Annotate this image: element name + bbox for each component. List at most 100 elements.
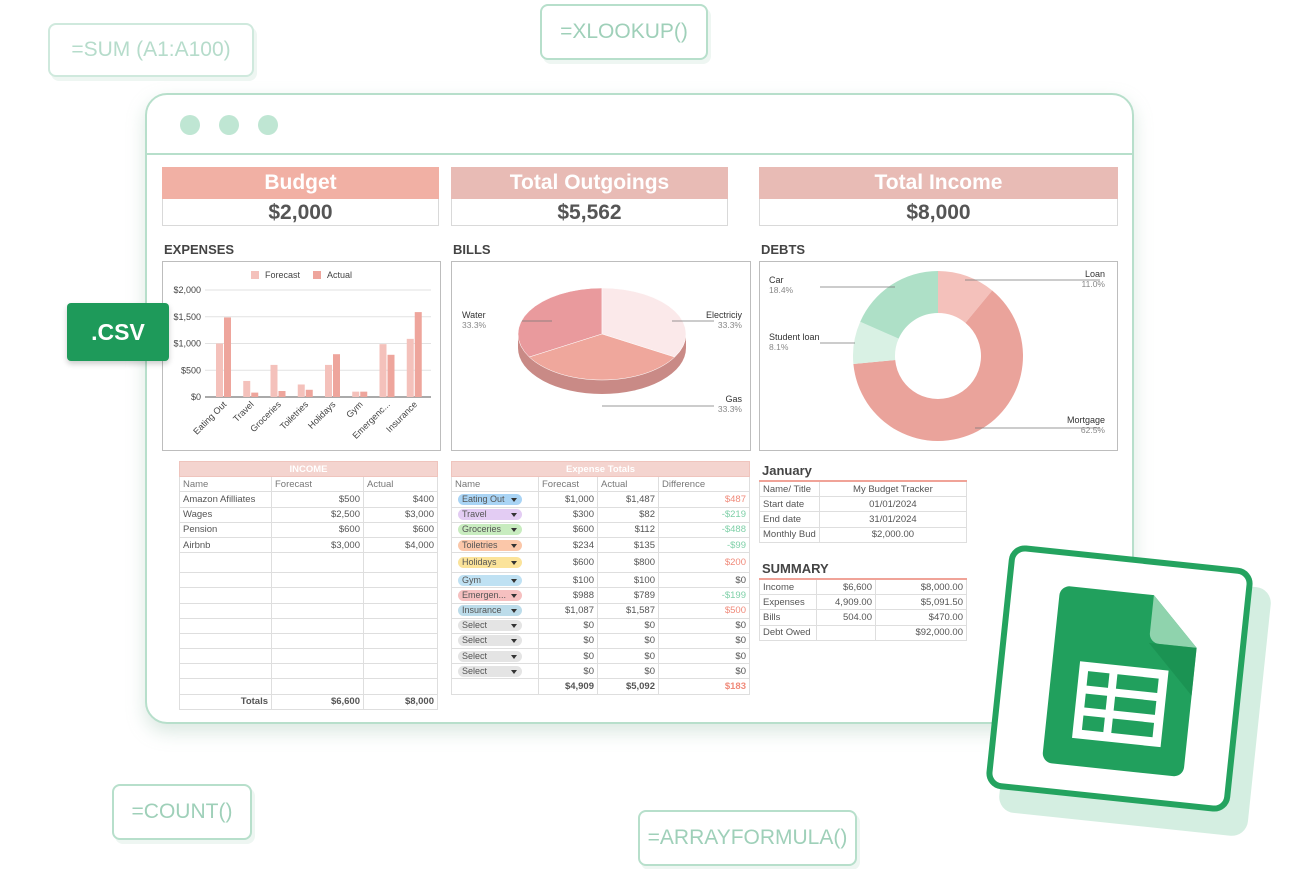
summary-cell[interactable]: Income — [759, 578, 817, 596]
expense-forecast-cell[interactable]: $600 — [538, 521, 598, 538]
income-empty-cell[interactable] — [179, 678, 272, 695]
expense-forecast-cell[interactable]: $1,000 — [538, 491, 598, 508]
expense-actual-cell[interactable]: $112 — [597, 521, 659, 538]
expense-diff-cell[interactable]: -$199 — [658, 587, 750, 604]
expense-forecast-cell[interactable]: $0 — [538, 632, 598, 650]
income-cell[interactable]: $3,000 — [363, 506, 438, 523]
category-dropdown[interactable]: Travel — [458, 509, 522, 521]
january-cell[interactable]: Name/ Title — [759, 480, 820, 498]
expense-diff-cell[interactable]: $0 — [658, 648, 750, 665]
income-cell[interactable]: $3,000 — [271, 536, 364, 554]
january-cell[interactable]: End date — [759, 511, 820, 528]
income-cell[interactable]: $4,000 — [363, 536, 438, 554]
income-empty-cell[interactable] — [363, 678, 438, 695]
income-empty-cell[interactable] — [363, 648, 438, 665]
january-cell[interactable]: $2,000.00 — [818, 526, 968, 543]
category-dropdown[interactable]: Select — [458, 635, 522, 647]
income-cell[interactable]: Amazon Afilliates — [179, 491, 272, 508]
summary-cell[interactable]: Bills — [759, 609, 817, 626]
income-empty-cell[interactable] — [271, 617, 364, 634]
category-dropdown[interactable]: Insurance — [458, 605, 522, 617]
income-empty-cell[interactable] — [179, 572, 272, 589]
expense-actual-cell[interactable]: $1,587 — [597, 602, 659, 619]
expense-actual-cell[interactable]: $1,487 — [597, 491, 659, 508]
january-cell[interactable]: Start date — [759, 496, 820, 513]
income-empty-cell[interactable] — [271, 663, 364, 680]
expense-actual-cell[interactable]: $0 — [597, 617, 659, 634]
expense-diff-cell[interactable]: $0 — [658, 632, 750, 650]
summary-cell[interactable]: $470.00 — [875, 609, 967, 626]
expense-forecast-cell[interactable]: $988 — [538, 587, 598, 604]
expense-diff-cell[interactable]: $487 — [658, 491, 750, 508]
expense-actual-cell[interactable]: $135 — [597, 536, 659, 554]
income-cell[interactable]: Airbnb — [179, 536, 272, 554]
expense-actual-cell[interactable]: $789 — [597, 587, 659, 604]
category-dropdown[interactable]: Groceries — [458, 524, 522, 536]
expense-forecast-cell[interactable]: $1,087 — [538, 602, 598, 619]
income-cell[interactable]: Pension — [179, 521, 272, 538]
january-cell[interactable]: My Budget Tracker — [818, 480, 968, 498]
expense-actual-cell[interactable]: $100 — [597, 572, 659, 589]
income-empty-cell[interactable] — [271, 587, 364, 604]
expense-diff-cell[interactable]: $0 — [658, 617, 750, 634]
summary-cell[interactable]: $92,000.00 — [875, 624, 967, 641]
income-empty-cell[interactable] — [179, 617, 272, 634]
expense-diff-cell[interactable]: -$488 — [658, 521, 750, 538]
category-dropdown[interactable]: Eating Out — [458, 493, 522, 505]
expense-forecast-cell[interactable]: $100 — [538, 572, 598, 589]
expense-diff-cell[interactable]: $500 — [658, 602, 750, 619]
summary-cell[interactable]: $6,600 — [816, 578, 876, 596]
expense-diff-cell[interactable]: $0 — [658, 572, 750, 589]
income-empty-cell[interactable] — [271, 632, 364, 650]
expense-diff-cell[interactable]: $200 — [658, 552, 750, 574]
category-dropdown[interactable]: Select — [458, 665, 522, 677]
income-empty-cell[interactable] — [179, 632, 272, 650]
category-dropdown[interactable]: Emergen... — [458, 589, 522, 601]
expense-diff-cell[interactable]: -$219 — [658, 506, 750, 523]
expense-forecast-cell[interactable]: $300 — [538, 506, 598, 523]
income-empty-cell[interactable] — [271, 572, 364, 589]
income-empty-cell[interactable] — [363, 663, 438, 680]
income-empty-cell[interactable] — [363, 552, 438, 574]
summary-cell[interactable]: 504.00 — [816, 609, 876, 626]
income-empty-cell[interactable] — [363, 617, 438, 634]
summary-cell[interactable]: Debt Owed — [759, 624, 817, 641]
window-dot-close[interactable] — [180, 115, 200, 135]
summary-cell[interactable]: 4,909.00 — [816, 594, 876, 611]
expense-actual-cell[interactable]: $0 — [597, 632, 659, 650]
expense-forecast-cell[interactable]: $600 — [538, 552, 598, 574]
income-empty-cell[interactable] — [179, 587, 272, 604]
summary-cell[interactable]: $8,000.00 — [875, 578, 967, 596]
expense-forecast-cell[interactable]: $234 — [538, 536, 598, 554]
income-empty-cell[interactable] — [271, 678, 364, 695]
january-cell[interactable]: 31/01/2024 — [818, 511, 968, 528]
summary-cell[interactable] — [816, 624, 876, 641]
window-dot-minimize[interactable] — [219, 115, 239, 135]
income-empty-cell[interactable] — [363, 572, 438, 589]
expense-forecast-cell[interactable]: $0 — [538, 648, 598, 665]
income-empty-cell[interactable] — [363, 602, 438, 619]
category-dropdown[interactable]: Holidays — [458, 557, 522, 569]
expense-diff-cell[interactable]: $0 — [658, 663, 750, 680]
expense-actual-cell[interactable]: $800 — [597, 552, 659, 574]
expense-actual-cell[interactable]: $0 — [597, 648, 659, 665]
income-empty-cell[interactable] — [179, 552, 272, 574]
january-cell[interactable]: 01/01/2024 — [818, 496, 968, 513]
income-empty-cell[interactable] — [179, 602, 272, 619]
income-cell[interactable]: Wages — [179, 506, 272, 523]
income-empty-cell[interactable] — [179, 648, 272, 665]
income-empty-cell[interactable] — [271, 602, 364, 619]
expense-forecast-cell[interactable]: $0 — [538, 617, 598, 634]
window-dot-maximize[interactable] — [258, 115, 278, 135]
category-dropdown[interactable]: Gym — [458, 574, 522, 586]
income-empty-cell[interactable] — [271, 552, 364, 574]
expense-actual-cell[interactable]: $82 — [597, 506, 659, 523]
expense-actual-cell[interactable]: $0 — [597, 663, 659, 680]
income-empty-cell[interactable] — [363, 587, 438, 604]
income-cell[interactable]: $500 — [271, 491, 364, 508]
category-dropdown[interactable]: Select — [458, 650, 522, 662]
income-cell[interactable]: $2,500 — [271, 506, 364, 523]
expense-forecast-cell[interactable]: $0 — [538, 663, 598, 680]
january-cell[interactable]: Monthly Bud — [759, 526, 820, 543]
income-cell[interactable]: $600 — [271, 521, 364, 538]
